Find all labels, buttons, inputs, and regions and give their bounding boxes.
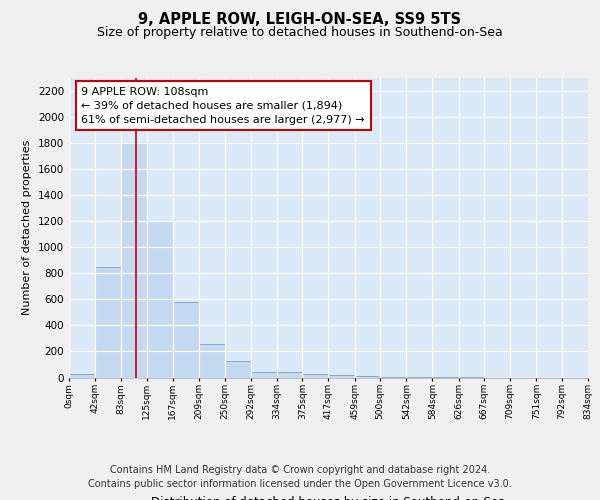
Y-axis label: Number of detached properties: Number of detached properties: [22, 140, 32, 315]
Bar: [251, 372, 277, 378]
Text: Size of property relative to detached houses in Southend-on-Sea: Size of property relative to detached ho…: [97, 26, 503, 39]
Bar: [277, 372, 302, 378]
Text: Contains HM Land Registry data © Crown copyright and database right 2024.
Contai: Contains HM Land Registry data © Crown c…: [88, 465, 512, 489]
Bar: [173, 302, 199, 378]
Text: 9, APPLE ROW, LEIGH-ON-SEA, SS9 5TS: 9, APPLE ROW, LEIGH-ON-SEA, SS9 5TS: [139, 12, 461, 28]
Bar: [329, 375, 355, 378]
Bar: [147, 221, 173, 378]
Bar: [355, 376, 380, 378]
X-axis label: Distribution of detached houses by size in Southend-on-Sea: Distribution of detached houses by size …: [151, 496, 506, 500]
Bar: [224, 360, 251, 378]
Text: 9 APPLE ROW: 108sqm
← 39% of detached houses are smaller (1,894)
61% of semi-det: 9 APPLE ROW: 108sqm ← 39% of detached ho…: [82, 86, 365, 124]
Bar: [95, 266, 121, 378]
Bar: [121, 142, 147, 378]
Bar: [302, 374, 329, 378]
Bar: [69, 374, 95, 378]
Bar: [380, 377, 406, 378]
Bar: [199, 344, 224, 378]
